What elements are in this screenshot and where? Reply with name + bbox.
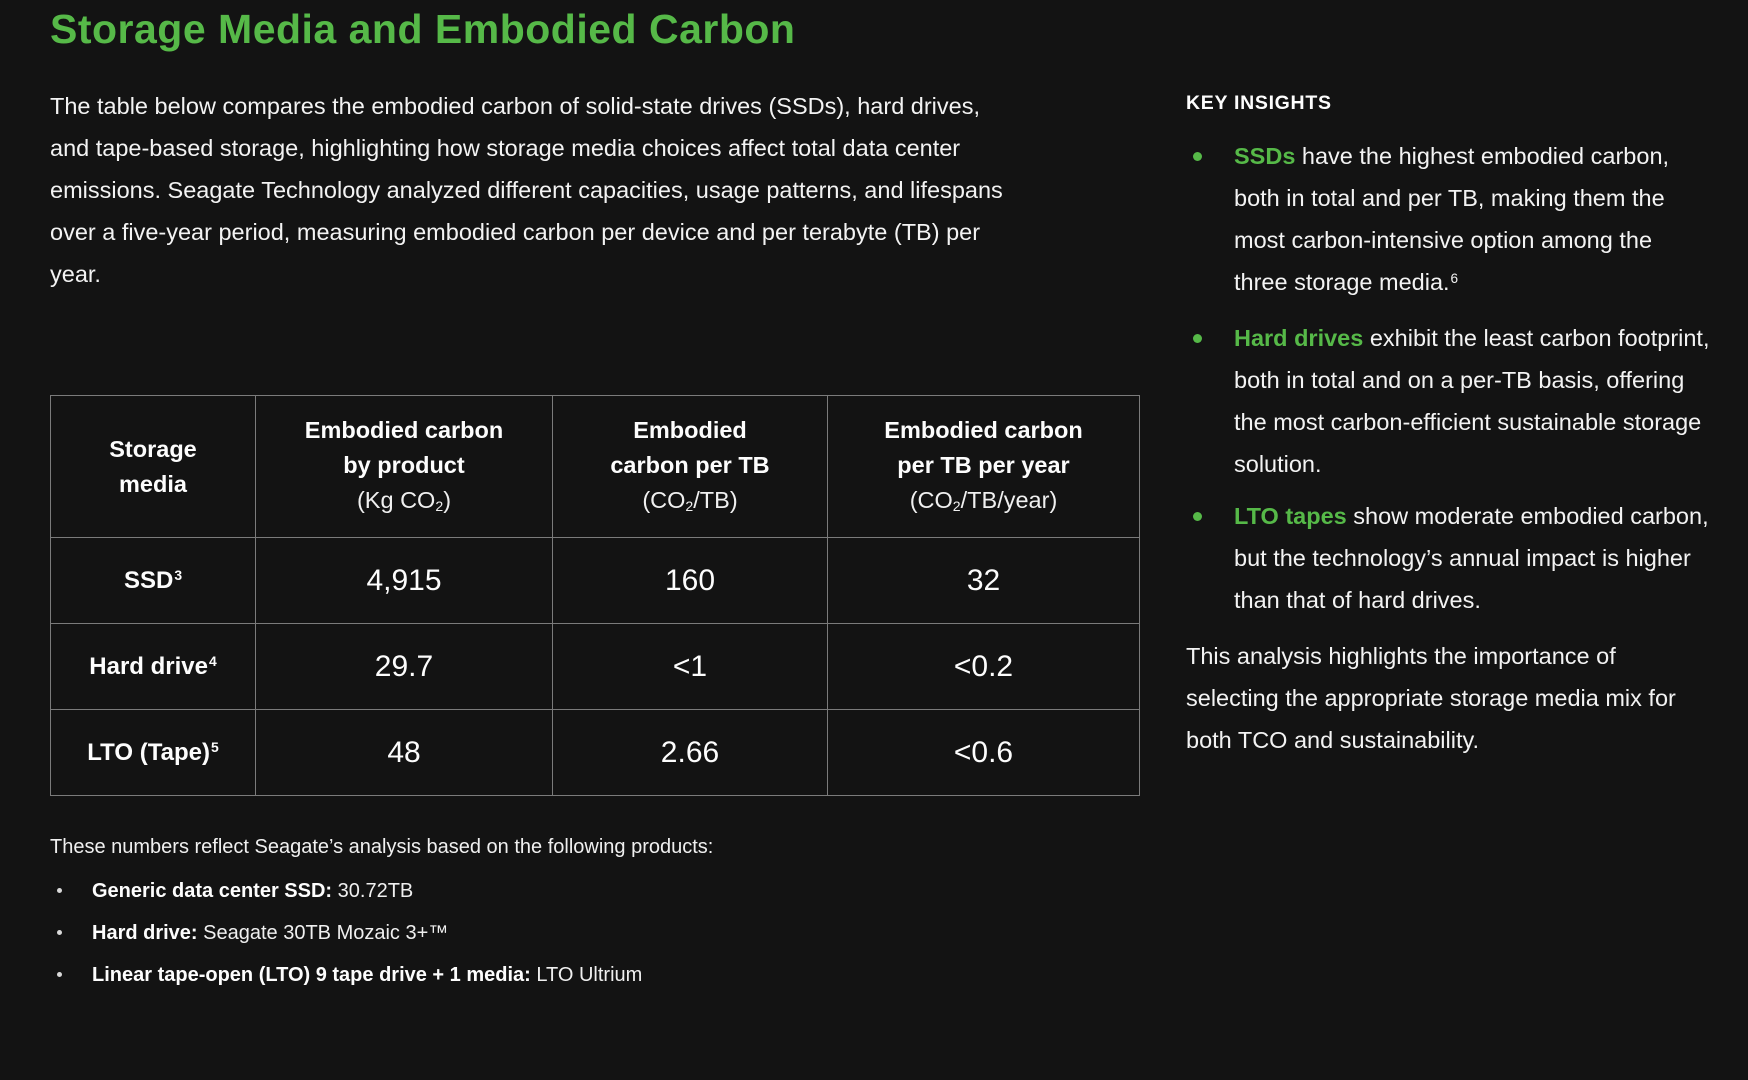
- table-row-lto-tape: LTO (Tape)5 48 2.66 <0.6: [50, 709, 1140, 796]
- bullet-icon: [1193, 512, 1202, 521]
- main-content: Storage Media and Embodied Carbon The ta…: [50, 0, 1150, 988]
- cell-value: 29.7: [374, 649, 434, 683]
- key-insights-panel: KEY INSIGHTS SSDs have the highest embod…: [1186, 0, 1710, 988]
- footnote-item: Hard drive: Seagate 30TB Mozaic 3+™: [50, 921, 1150, 946]
- insight-lead: Hard drives: [1234, 325, 1364, 351]
- insight-item-lto-tape: LTO tapes show moderate embodied carbon,…: [1186, 495, 1710, 621]
- footnote-intro: These numbers reflect Seagate’s analysis…: [50, 836, 714, 858]
- header-cell-carbon-by-product: Embodied carbon by product (Kg CO2): [255, 395, 553, 538]
- insight-lead: LTO tapes: [1234, 503, 1347, 529]
- embodied-carbon-table: Storage media Embodied carbon by product…: [50, 395, 1140, 796]
- table-row-hard-drive: Hard drive4 29.7 <1 <0.2: [50, 623, 1140, 710]
- bullet-icon: [1193, 334, 1202, 343]
- key-insights-heading: KEY INSIGHTS: [1186, 92, 1332, 114]
- cell-value: 48: [387, 735, 421, 769]
- cell-value: 32: [966, 563, 1001, 597]
- cell-value: 160: [664, 563, 716, 597]
- insight-item-ssd: SSDs have the highest embodied carbon, b…: [1186, 135, 1710, 307]
- page: Storage Media and Embodied Carbon The ta…: [50, 0, 1710, 988]
- closing-paragraph: This analysis highlights the importance …: [1186, 643, 1676, 753]
- header-cell-carbon-per-tb: Embodied carbon per TB (CO2/TB): [552, 395, 828, 538]
- header-cell-carbon-per-tb-year: Embodied carbon per TB per year (CO2/TB/…: [827, 395, 1140, 538]
- key-insights-list: SSDs have the highest embodied carbon, b…: [1186, 135, 1710, 621]
- bullet-icon: [57, 930, 62, 935]
- intro-paragraph: The table below compares the embodied ca…: [50, 93, 1003, 287]
- bullet-icon: [57, 972, 62, 977]
- page-title: Storage Media and Embodied Carbon: [50, 6, 796, 52]
- footnote-item: Linear tape-open (LTO) 9 tape drive + 1 …: [50, 963, 1150, 988]
- row-label: Hard drive4: [89, 652, 217, 680]
- cell-value: 2.66: [660, 735, 720, 769]
- insight-item-hard-drive: Hard drives exhibit the least carbon foo…: [1186, 317, 1710, 485]
- bullet-icon: [57, 888, 62, 893]
- footnote-item: Generic data center SSD: 30.72TB: [50, 879, 1150, 904]
- cell-value: 4,915: [366, 563, 442, 597]
- table-header-row: Storage media Embodied carbon by product…: [50, 395, 1140, 538]
- cell-value: <1: [672, 649, 708, 683]
- insight-lead: SSDs: [1234, 143, 1296, 169]
- bullet-icon: [1193, 152, 1202, 161]
- footnote-list: Generic data center SSD: 30.72TB Hard dr…: [50, 879, 1150, 988]
- row-label: LTO (Tape)5: [87, 738, 219, 766]
- cell-value: <0.2: [953, 649, 1014, 683]
- table-row-ssd: SSD3 4,915 160 32: [50, 537, 1140, 624]
- row-label: SSD3: [123, 566, 183, 594]
- cell-value: <0.6: [953, 735, 1014, 769]
- header-cell-storage-media: Storage media: [50, 395, 256, 538]
